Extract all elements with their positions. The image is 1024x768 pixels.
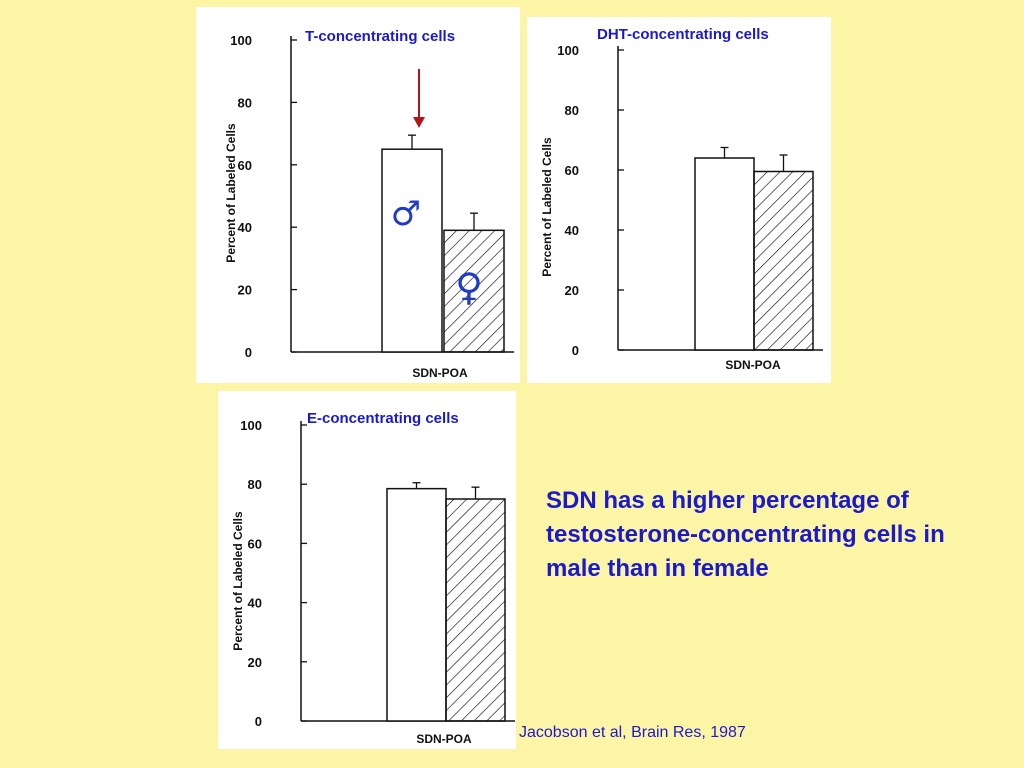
bar-male xyxy=(381,148,443,353)
y-tick-label: 20 xyxy=(248,655,262,670)
chart-svg-e: 0 20 40 60 80 100 Percent of Labeled Cells SDN-… xyxy=(231,418,515,746)
chart-title-dht: DHT-concentrating cells xyxy=(597,26,769,43)
y-tick-label: 20 xyxy=(565,283,579,298)
y-tick-label: 60 xyxy=(565,163,579,178)
y-axis-title: Percent of Labeled Cells xyxy=(224,123,238,263)
y-tick-label: 80 xyxy=(238,95,252,110)
y-tick-label: 80 xyxy=(248,477,262,492)
y-tick-label: 40 xyxy=(248,596,262,611)
y-tick-label: 100 xyxy=(240,418,262,433)
y-tick-label: 20 xyxy=(238,283,252,298)
chart-panel-e: 0 20 40 60 80 100 Percent of Labeled Cells SDN-… xyxy=(218,391,516,749)
summary-text: SDN has a higher percentage of testoster… xyxy=(546,487,945,582)
x-category-label: SDN-POA xyxy=(412,366,468,380)
chart-panel-t: 0 20 40 60 80 100 Percent of Labeled Cells SDN-… xyxy=(196,7,520,383)
citation: Jacobson et al, Brain Res, 1987 xyxy=(519,724,746,741)
x-category-label: SDN-POA xyxy=(725,358,781,372)
chart-svg-dht: 0 20 40 60 80 100 Percent of Labeled Cells SDN-… xyxy=(540,43,823,372)
bar-male xyxy=(694,157,755,351)
y-axis-title: Percent of Labeled Cells xyxy=(231,511,245,651)
chart-panel-dht: 0 20 40 60 80 100 Percent of Labeled Cells SDN-… xyxy=(527,17,831,383)
y-tick-label: 0 xyxy=(255,714,262,729)
y-tick-label: 40 xyxy=(238,220,252,235)
y-tick-label: 0 xyxy=(245,345,252,360)
y-tick-label: 100 xyxy=(230,33,252,48)
x-category-label: SDN-POA xyxy=(416,732,472,746)
y-axis-title: Percent of Labeled Cells xyxy=(540,137,554,277)
bar-male xyxy=(386,487,447,722)
bar-female xyxy=(445,498,506,722)
chart-title-e: E-concentrating cells xyxy=(307,410,459,427)
bar-female xyxy=(753,170,814,351)
y-tick-label: 80 xyxy=(565,103,579,118)
female-symbol: ♀ xyxy=(455,265,483,309)
y-tick-label: 60 xyxy=(248,536,262,551)
y-tick-label: 60 xyxy=(238,158,252,173)
y-tick-label: 0 xyxy=(572,343,579,358)
red-arrow-head xyxy=(413,117,425,128)
y-tick-label: 40 xyxy=(565,223,579,238)
chart-svg-t: 0 20 40 60 80 100 Percent of Labeled Cells SDN-… xyxy=(224,33,514,380)
male-symbol: ♂ xyxy=(391,194,421,234)
chart-title-t: T-concentrating cells xyxy=(305,28,456,45)
y-tick-label: 100 xyxy=(557,43,579,58)
